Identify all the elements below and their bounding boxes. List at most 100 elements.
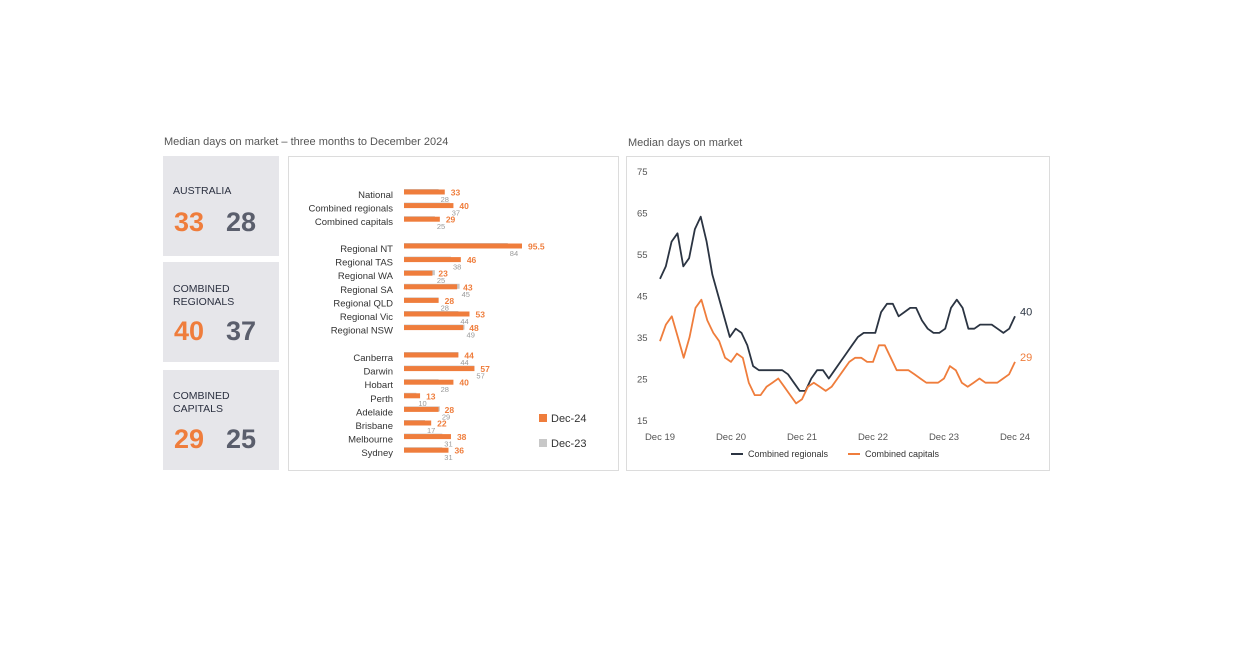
end-label-combined-capitals: 29 xyxy=(1020,352,1032,364)
y-tick-label: 55 xyxy=(637,250,648,261)
data-label-dec24: 33 xyxy=(451,188,461,198)
stat-previous-value: 25 xyxy=(226,424,257,454)
stat-card-combined-regionals: COMBINED REGIONALS 40 37 xyxy=(163,262,279,362)
category-label: Regional WA xyxy=(338,271,394,282)
x-tick-label: Dec 19 xyxy=(645,432,675,443)
category-label: Regional NSW xyxy=(331,326,393,337)
category-label: Regional Vic xyxy=(340,312,393,323)
data-label-dec23: 29 xyxy=(442,412,450,421)
category-label: Regional SA xyxy=(340,285,393,296)
data-label-dec23: 28 xyxy=(441,303,449,312)
bar-dec24 xyxy=(404,325,464,331)
legend-label-combined-regionals: Combined regionals xyxy=(748,449,829,459)
bar-legend: Dec-24 Dec-23 xyxy=(539,413,586,450)
stat-label: COMBINED CAPITALS xyxy=(173,390,230,415)
line-chart-title: Median days on market xyxy=(628,137,743,149)
category-label: Perth xyxy=(370,394,393,405)
line-chart: 75 65 55 45 35 25 15 Dec 19 Dec 20 Dec 21 Dec 22 De… xyxy=(637,167,1032,459)
line-combined-regionals xyxy=(659,215,1016,392)
category-label: Sydney xyxy=(361,448,393,459)
bar-dec24 xyxy=(404,447,449,453)
data-label-dec24: 57 xyxy=(480,364,490,374)
legend-label-dec24: Dec-24 xyxy=(551,413,586,425)
y-tick-label: 15 xyxy=(637,416,648,427)
stat-card-combined-capitals: COMBINED CAPITALS 29 25 xyxy=(163,370,279,470)
data-label-dec23: 10 xyxy=(418,399,426,408)
bar-dec24 xyxy=(404,203,454,209)
data-label-dec23: 84 xyxy=(510,249,518,258)
line-legend: Combined regionals Combined capitals xyxy=(731,449,940,459)
data-label-dec24: 28 xyxy=(445,296,455,306)
data-label-dec23: 31 xyxy=(444,453,452,462)
data-label-dec23: 38 xyxy=(453,263,461,272)
bar-dec24 xyxy=(404,216,440,222)
data-label-dec24: 22 xyxy=(437,419,447,429)
bar-row: Melbourne 38 31 xyxy=(348,432,467,449)
bar-dec24 xyxy=(404,284,458,290)
bar-dec24 xyxy=(404,311,470,317)
bar-dec24 xyxy=(404,434,451,440)
data-label-dec24: 40 xyxy=(459,201,469,211)
data-label-dec23: 25 xyxy=(437,276,445,285)
data-label-dec23: 44 xyxy=(460,317,468,326)
stat-current-value: 33 xyxy=(174,207,205,237)
data-label-dec24: 43 xyxy=(463,282,473,292)
data-label-dec23: 25 xyxy=(437,222,445,231)
legend-swatch-dec23 xyxy=(539,439,547,447)
data-label-dec23: 45 xyxy=(462,290,470,299)
bar-dec24 xyxy=(404,379,454,385)
y-tick-label: 75 xyxy=(637,167,648,178)
bar-dec24 xyxy=(404,352,459,358)
stat-label: COMBINED REGIONALS xyxy=(173,283,235,308)
data-label-dec23: 31 xyxy=(444,440,452,449)
bar-dec24 xyxy=(404,366,475,372)
category-label: Regional TAS xyxy=(335,258,393,269)
bar-row: Regional NT 95.5 84 xyxy=(340,242,545,259)
legend-label-dec23: Dec-23 xyxy=(551,438,586,450)
category-label: Darwin xyxy=(363,367,393,378)
y-tick-label: 25 xyxy=(637,375,648,386)
category-label: Combined capitals xyxy=(315,217,393,228)
data-label-dec24: 13 xyxy=(426,391,436,401)
stat-previous-value: 28 xyxy=(226,207,257,237)
category-label: Regional NT xyxy=(340,244,393,255)
bar-row: Regional Vic 53 44 xyxy=(340,310,485,327)
category-label: Regional QLD xyxy=(333,298,393,309)
data-label-dec23: 37 xyxy=(452,209,460,218)
category-label: Brisbane xyxy=(356,421,394,432)
bar-dec24 xyxy=(404,189,445,195)
end-label-combined-regionals: 40 xyxy=(1020,306,1032,318)
bar-dec24 xyxy=(404,243,522,249)
y-tick-label: 65 xyxy=(637,209,648,220)
y-tick-label: 45 xyxy=(637,292,648,303)
legend-swatch-dec24 xyxy=(539,414,547,422)
data-label-dec24: 38 xyxy=(457,432,467,442)
x-tick-label: Dec 23 xyxy=(929,432,959,443)
data-label-dec24: 23 xyxy=(438,269,448,279)
bar-chart-title: Median days on market – three months to … xyxy=(164,136,449,148)
stat-previous-value: 37 xyxy=(226,316,257,346)
bar-dec24 xyxy=(404,297,439,303)
bar-chart-panel: National 33 28 Combined regionals 40 37 Combin… xyxy=(288,156,619,471)
data-label-dec24: 46 xyxy=(467,255,477,265)
bar-row: Hobart 40 28 xyxy=(364,378,469,395)
legend-label-combined-capitals: Combined capitals xyxy=(865,449,940,459)
category-label: Adelaide xyxy=(356,407,393,418)
data-label-dec23: 28 xyxy=(441,195,449,204)
data-label-dec23: 49 xyxy=(467,331,475,340)
stat-label: AUSTRALIA xyxy=(173,185,232,197)
line-combined-capitals xyxy=(659,298,1016,405)
line-chart-panel: 75 65 55 45 35 25 15 Dec 19 Dec 20 Dec 21 Dec 22 De… xyxy=(626,156,1050,471)
data-label-dec24: 29 xyxy=(446,215,456,225)
